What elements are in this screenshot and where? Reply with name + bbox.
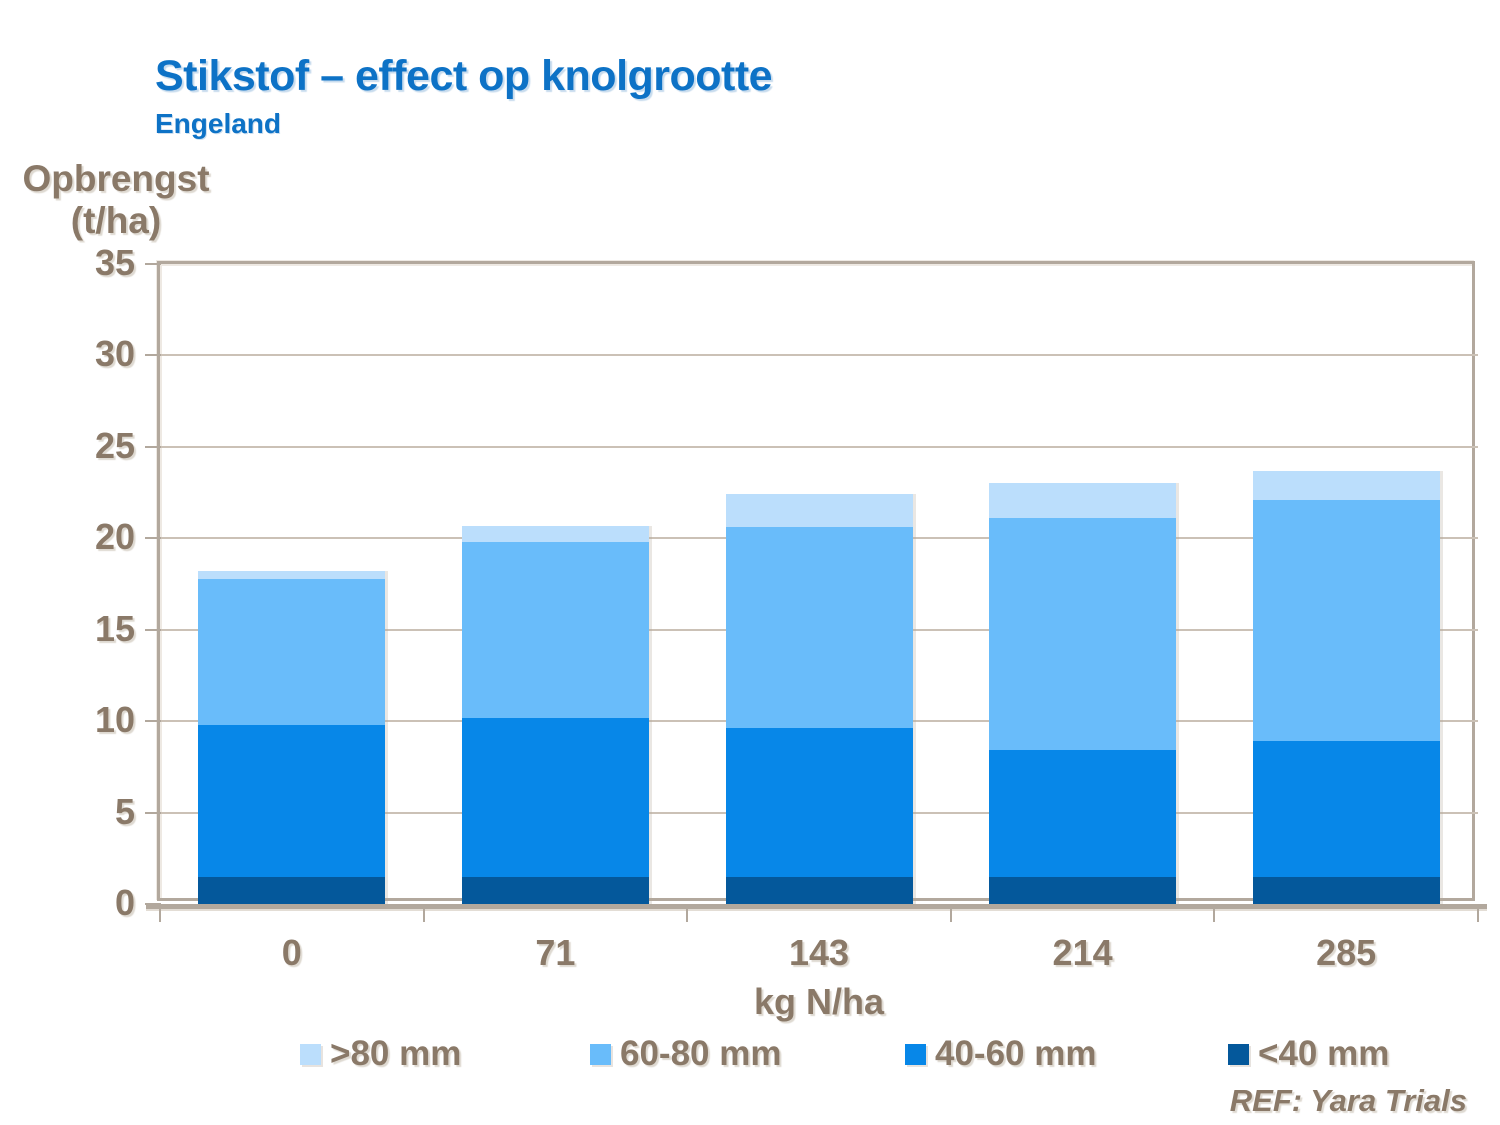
bar-segment-60-80-mm-71	[461, 541, 649, 718]
legend-label-60-80-mm: 60-80 mm	[620, 1034, 782, 1073]
plot-area	[160, 264, 1478, 904]
bar-segment-80-mm-285	[1252, 470, 1440, 500]
y-tick-label-20: 20	[94, 516, 135, 558]
bar-segment-60-80-mm-0	[198, 578, 386, 725]
legend-swatch-40-mm	[1228, 1043, 1249, 1065]
bar-segment-60-80-mm-214	[989, 518, 1177, 751]
x-tick-label-71: 71	[535, 932, 576, 973]
y-tick-mark-35	[145, 263, 161, 265]
chart-title: Stikstof – effect op knolgrootte	[155, 52, 773, 100]
x-tick-mark-4	[1213, 907, 1216, 922]
bar-segment-40-60-mm-285	[1252, 741, 1440, 877]
y-tick-label-15: 15	[94, 607, 135, 649]
bar-segment-80-mm-143	[725, 494, 913, 528]
bar-segment-40-60-mm-214	[989, 750, 1177, 877]
gridline-25	[160, 445, 1478, 448]
bar-segment-40-mm-71	[461, 876, 649, 904]
x-tick-mark-2	[686, 907, 689, 922]
y-tick-mark-20	[145, 537, 161, 540]
x-tick-label-143: 143	[788, 932, 850, 973]
y-axis-title-line2: (t/ha)	[70, 200, 162, 241]
bar-214	[989, 483, 1177, 904]
bar-segment-40-mm-0	[198, 876, 386, 904]
x-axis-title: kg N/ha	[753, 981, 885, 1022]
legend-item-40-mm: <40 mm	[1228, 1032, 1389, 1076]
legend-item-80-mm: >80 mm	[300, 1032, 461, 1076]
y-tick-label-30: 30	[94, 333, 135, 375]
bar-71	[461, 525, 649, 904]
x-tick-label-285: 285	[1316, 932, 1377, 973]
bar-segment-40-60-mm-71	[461, 717, 649, 877]
bar-segment-40-60-mm-0	[198, 724, 386, 877]
y-axis-title: Opbrengst (t/ha)	[10, 158, 222, 242]
bar-143	[725, 494, 913, 904]
bar-segment-40-mm-285	[1252, 876, 1440, 904]
y-axis-title-line1: Opbrengst	[22, 158, 210, 199]
legend-swatch-80-mm	[300, 1043, 321, 1065]
legend-swatch-40-60-mm	[905, 1043, 926, 1065]
x-tick-mark-1	[422, 907, 425, 922]
legend-item-40-60-mm: 40-60 mm	[905, 1032, 1096, 1076]
legend-label-40-60-mm: 40-60 mm	[935, 1034, 1097, 1073]
x-tick-mark-5	[1477, 907, 1479, 922]
bar-segment-60-80-mm-143	[725, 527, 913, 729]
x-axis-line	[146, 904, 1487, 909]
bar-segment-40-60-mm-143	[725, 728, 913, 877]
y-tick-mark-30	[145, 354, 161, 357]
y-tick-mark-15	[145, 628, 161, 631]
y-tick-mark-10	[145, 720, 161, 723]
bar-segment-80-mm-214	[989, 483, 1177, 519]
bar-0	[198, 571, 386, 904]
chart-subtitle: Engeland	[155, 108, 282, 139]
bar-segment-80-mm-0	[198, 571, 386, 579]
legend-label-80-mm: >80 mm	[330, 1034, 462, 1073]
legend-item-60-80-mm: 60-80 mm	[590, 1032, 781, 1076]
bar-segment-40-mm-143	[725, 876, 913, 904]
y-tick-mark-0	[145, 903, 161, 905]
legend-label-40-mm: <40 mm	[1258, 1034, 1390, 1073]
y-tick-label-0: 0	[114, 882, 135, 923]
bar-segment-40-mm-214	[989, 876, 1177, 904]
y-tick-label-10: 10	[94, 699, 135, 741]
x-tick-mark-0	[159, 907, 161, 922]
x-tick-label-214: 214	[1052, 932, 1113, 973]
x-tick-mark-3	[949, 907, 952, 922]
bar-285	[1252, 470, 1440, 904]
legend-swatch-60-80-mm	[590, 1043, 611, 1065]
y-tick-mark-25	[145, 445, 161, 448]
y-tick-label-25: 25	[94, 424, 135, 466]
y-tick-label-5: 5	[114, 790, 135, 832]
bar-segment-60-80-mm-285	[1252, 499, 1440, 742]
y-tick-label-35: 35	[94, 242, 135, 283]
bar-segment-80-mm-71	[461, 525, 649, 542]
reference-note: REF: Yara Trials	[1229, 1083, 1467, 1118]
y-tick-mark-5	[145, 811, 161, 814]
gridline-30	[160, 354, 1478, 357]
x-tick-label-0: 0	[281, 932, 302, 973]
